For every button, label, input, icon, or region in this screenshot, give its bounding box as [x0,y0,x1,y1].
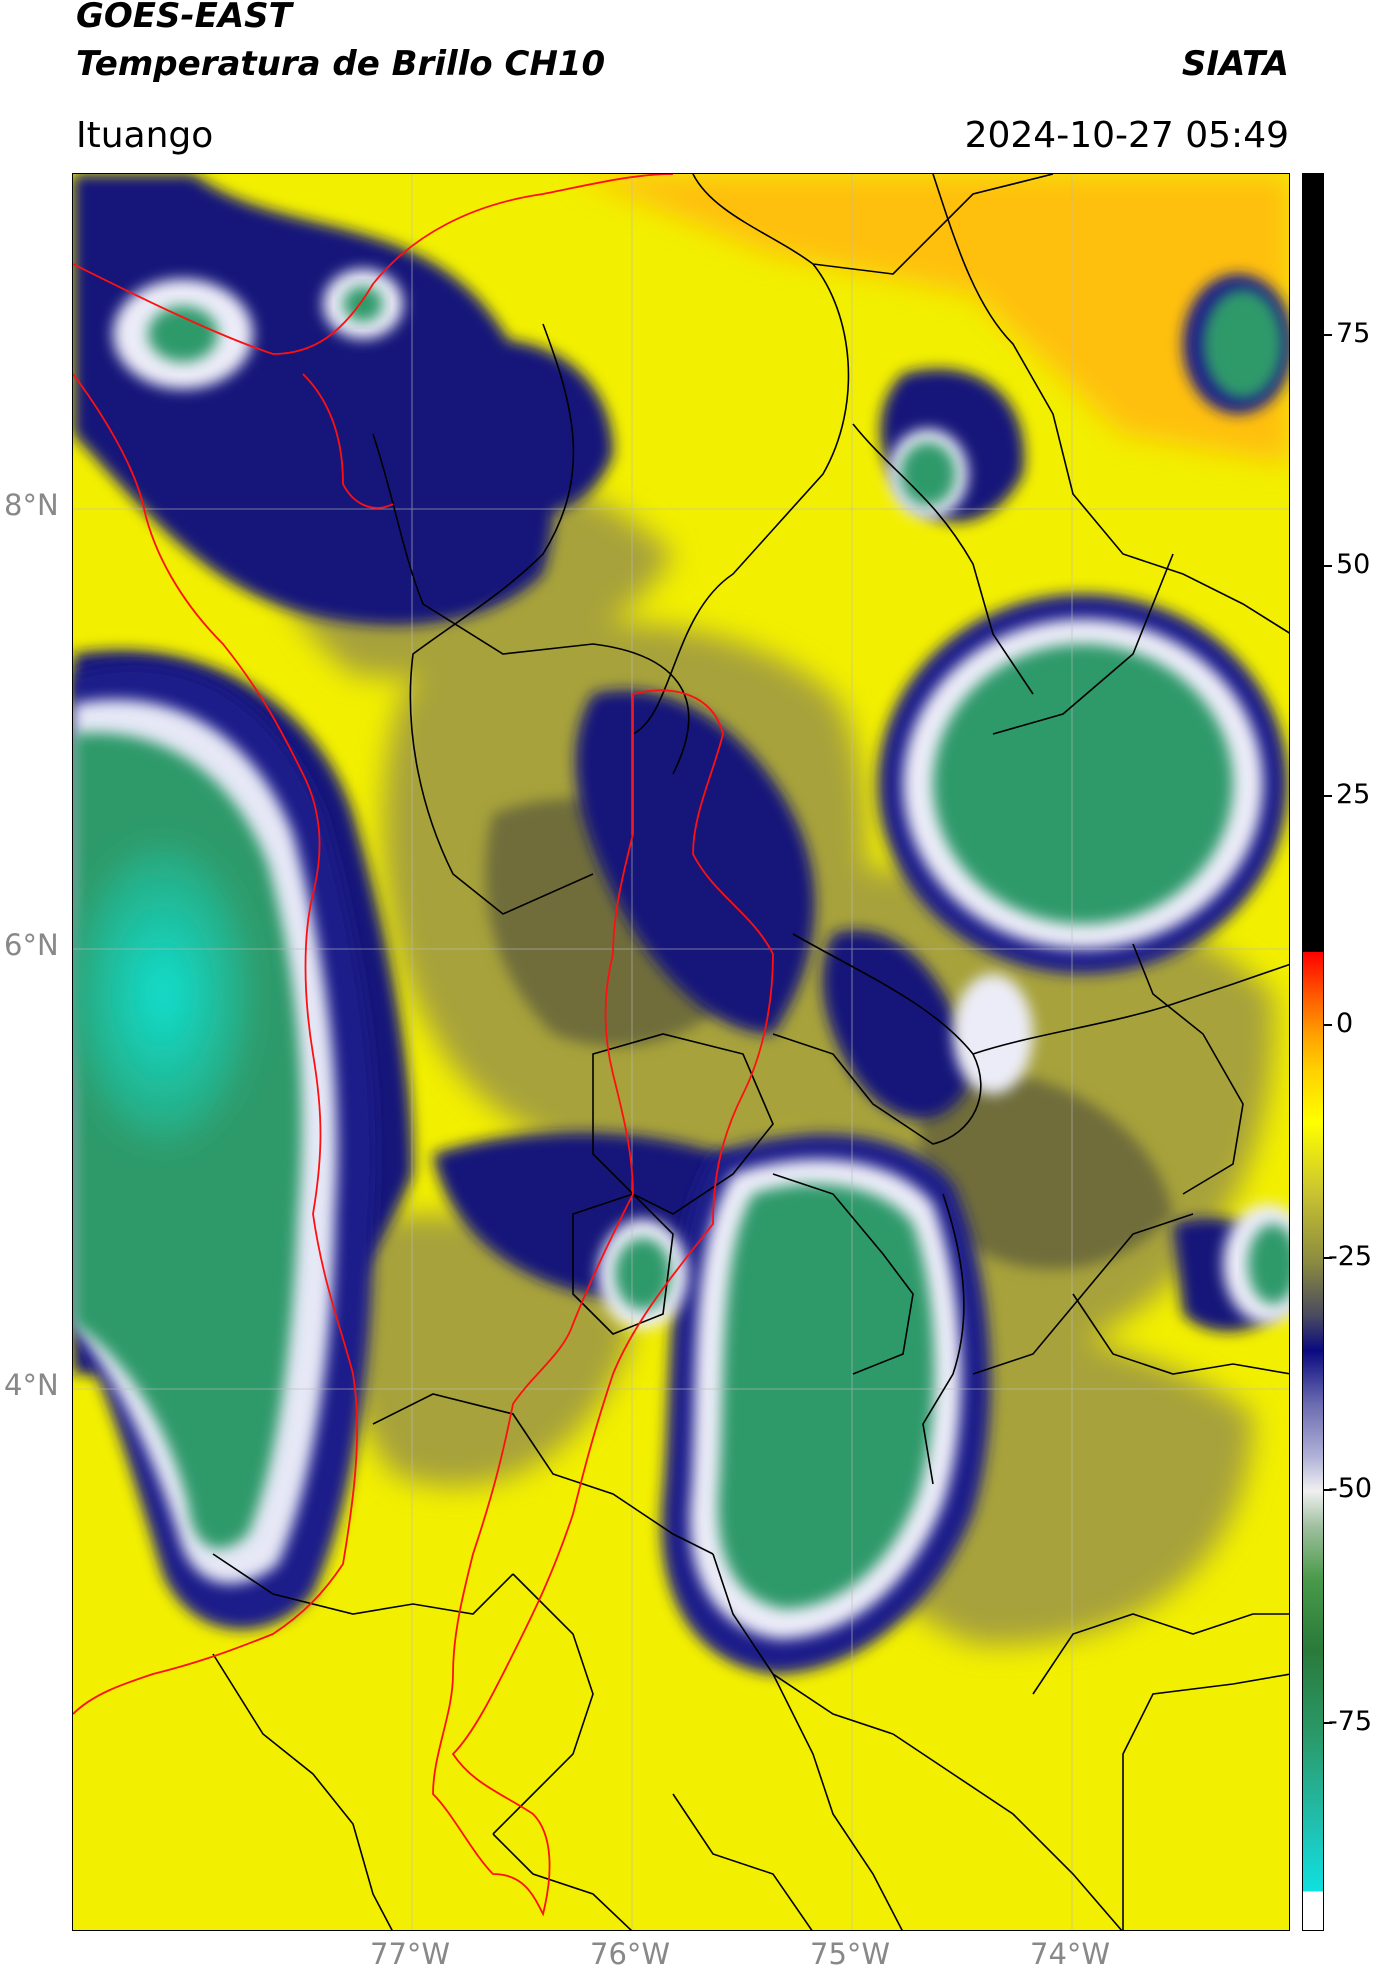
lon-tick-label: 76°W [590,1937,671,1971]
product-title: Temperatura de Brillo CH10 [76,44,606,84]
colorbar-tick-label: 25 [1336,779,1371,810]
warm-area-north [573,174,1289,464]
admin-boundaries [212,174,1289,1930]
datetime-label: 2024-10-27 05:49 [964,115,1289,156]
lat-tick-label: 8°N [4,488,59,522]
graticule [73,174,1289,1930]
map-canvas [73,174,1289,1930]
colorbar-tick-label: 75 [1336,318,1371,349]
colorbar-tick-label: -25 [1328,1241,1373,1272]
colorbar-tick-label: 50 [1336,549,1371,580]
lon-tick-label: 77°W [370,1937,451,1971]
location-label: Ituango [76,115,214,156]
region-boundary [432,689,774,1917]
lat-tick-label: 6°N [4,928,59,962]
colorbar-tick-label: -50 [1328,1473,1373,1504]
satellite-title: GOES-EAST [76,0,292,36]
lat-tick-label: 4°N [4,1368,59,1402]
satellite-map [72,173,1290,1931]
cold-cloud-small [113,269,1289,1329]
colorbar [1302,173,1324,1931]
cold-cloud-west [73,665,376,1630]
lon-tick-label: 74°W [1030,1937,1111,1971]
cold-cloud-south [661,1134,991,1674]
colorbar-tick-label: -75 [1328,1706,1373,1737]
cold-cloud-east [878,594,1288,974]
colorbar-tick-label: 0 [1336,1008,1354,1039]
agency-title: SIATA [1181,44,1289,84]
coastline [73,174,674,1715]
lon-tick-label: 75°W [810,1937,891,1971]
